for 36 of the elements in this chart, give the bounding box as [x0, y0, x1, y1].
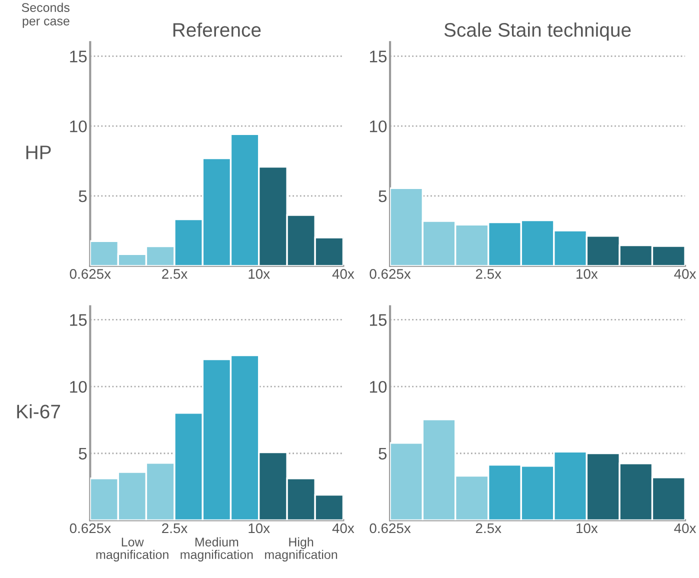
y-tick-label: 15: [70, 50, 87, 62]
x-tick-label: 0.625x: [70, 523, 111, 534]
y-tick-label: 5: [78, 448, 87, 460]
y-tick-label: 10: [370, 120, 387, 132]
chart-title: Scale Stain technique: [444, 22, 631, 41]
y-tick-label: 15: [70, 314, 87, 326]
text: Medium magnification: [180, 537, 253, 562]
x-tick-label: 10x: [576, 269, 598, 279]
y-tick-label: 5: [78, 190, 87, 202]
text: High magnification: [265, 537, 338, 562]
x-tick-label: 2.5x: [476, 523, 502, 534]
x-tick-label: 0.625x: [370, 523, 411, 534]
text: Low magnification: [96, 538, 168, 562]
x-tick-label: 10x: [248, 269, 270, 279]
x-tick-label: 10x: [576, 523, 598, 534]
x-tick-label: 0.625x: [70, 269, 111, 279]
x-tick-label: 0.625x: [370, 269, 411, 279]
y-tick-label: 10: [370, 380, 387, 393]
y-axis-title: Ki-67: [17, 404, 60, 418]
y-tick-label: 10: [70, 380, 87, 393]
y-tick-label: 15: [370, 50, 387, 62]
x-tick-label: 40x: [332, 269, 354, 279]
x-tick-label: 2.5x: [476, 269, 502, 279]
x-tick-label: 10x: [248, 523, 270, 534]
y-tick-label: 15: [370, 314, 387, 326]
text: Seconds per case: [22, 2, 70, 28]
y-axis-title: HP: [26, 146, 51, 160]
x-tick-label: 40x: [332, 523, 354, 534]
x-tick-label: 40x: [674, 523, 696, 534]
y-tick-label: 5: [378, 448, 387, 460]
x-tick-label: 2.5x: [162, 523, 188, 534]
x-tick-label: 40x: [674, 269, 696, 279]
y-tick-label: 10: [70, 120, 87, 132]
chart-title: Reference: [173, 22, 261, 37]
x-tick-label: 2.5x: [162, 269, 188, 279]
y-tick-label: 5: [378, 190, 387, 202]
